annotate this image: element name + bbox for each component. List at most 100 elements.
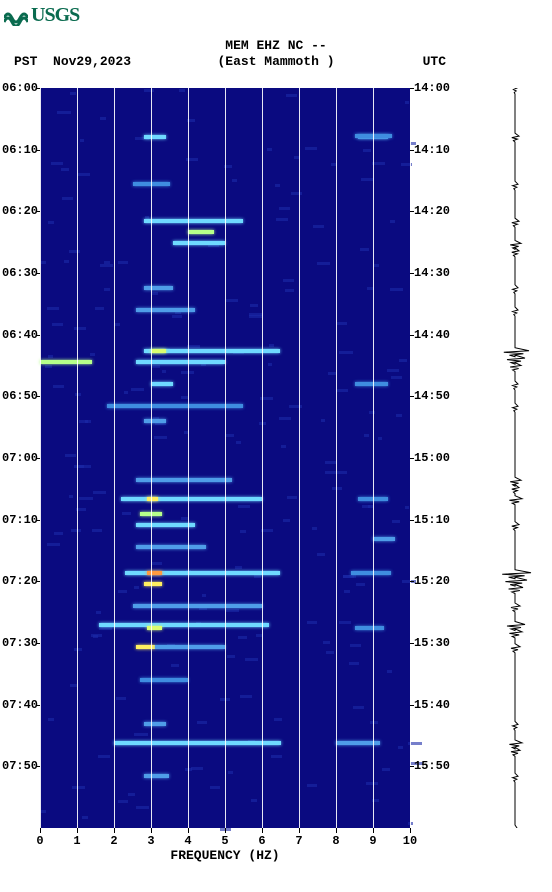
y-tick-left: 07:40 [2, 698, 38, 712]
y-tick-mark [410, 150, 414, 151]
wave-icon [4, 6, 28, 26]
noise-pixel [396, 414, 402, 417]
spectral-feature [351, 571, 392, 575]
noise-pixel [191, 767, 203, 770]
y-tick-right: 14:00 [414, 81, 450, 95]
noise-pixel [151, 562, 162, 565]
noise-pixel [116, 697, 126, 700]
y-tick-mark [410, 396, 414, 397]
noise-pixel [235, 566, 242, 569]
noise-pixel [390, 288, 403, 291]
noise-pixel [134, 733, 147, 736]
trace-path [502, 88, 531, 828]
spectrogram-plot [40, 88, 410, 828]
noise-pixel [286, 94, 298, 97]
noise-pixel [343, 575, 356, 578]
noise-pixel [356, 583, 364, 586]
noise-pixel [374, 264, 379, 267]
y-tick-left: 07:50 [2, 759, 38, 773]
noise-pixel [100, 117, 106, 120]
noise-pixel [53, 385, 65, 388]
y-tick-left: 07:00 [2, 451, 38, 465]
x-tick-label: 8 [332, 834, 339, 848]
y-tick-mark [410, 273, 414, 274]
spectral-feature [40, 360, 92, 364]
y-tick-mark [36, 458, 40, 459]
noise-pixel [387, 369, 399, 372]
y-tick-mark [36, 273, 40, 274]
noise-pixel [323, 641, 330, 644]
spectral-feature [144, 774, 170, 778]
noise-pixel [238, 636, 247, 639]
noise-pixel [128, 793, 135, 796]
noise-pixel [152, 365, 160, 368]
noise-pixel [269, 344, 274, 347]
y-tick-mark [36, 766, 40, 767]
noise-pixel [339, 351, 353, 354]
noise-pixel [349, 662, 360, 665]
y-tick-mark [36, 520, 40, 521]
y-tick-left: 06:40 [2, 328, 38, 342]
x-tick-mark [262, 828, 263, 833]
gridline-v [373, 88, 374, 828]
noise-pixel [390, 220, 395, 223]
noise-pixel [372, 162, 385, 165]
y-tick-right: 15:10 [414, 513, 450, 527]
noise-pixel [69, 250, 80, 253]
noise-pixel [392, 520, 400, 523]
y-tick-left: 06:10 [2, 143, 38, 157]
noise-pixel [240, 695, 251, 698]
noise-pixel [274, 718, 282, 721]
x-tick-label: 9 [369, 834, 376, 848]
noise-pixel [90, 353, 95, 356]
noise-pixel [283, 279, 294, 282]
x-tick-label: 4 [184, 834, 191, 848]
y-tick-right: 15:00 [414, 451, 450, 465]
y-tick-left: 06:20 [2, 204, 38, 218]
noise-pixel [364, 434, 369, 437]
x-tick-label: 7 [295, 834, 302, 848]
y-tick-right: 14:40 [414, 328, 450, 342]
noise-pixel [382, 768, 390, 771]
noise-pixel [152, 292, 158, 295]
noise-pixel [245, 658, 258, 661]
noise-pixel [307, 784, 316, 787]
x-tick-mark [225, 828, 226, 833]
y-tick-mark [36, 88, 40, 89]
noise-pixel [74, 648, 82, 651]
noise-pixel [285, 289, 293, 292]
noise-pixel [65, 454, 76, 457]
noise-pixel [95, 307, 104, 310]
gridline-v [225, 88, 226, 828]
noise-pixel [69, 495, 73, 498]
y-tick-left: 07:20 [2, 574, 38, 588]
noise-pixel [172, 315, 181, 318]
noise-pixel [317, 553, 325, 556]
noise-pixel [305, 147, 317, 150]
noise-pixel [61, 168, 68, 171]
noise-pixel [131, 388, 144, 391]
seismogram-trace [490, 88, 540, 828]
spectral-feature [151, 349, 166, 353]
spectral-feature [99, 623, 269, 627]
noise-pixel [115, 323, 120, 326]
y-tick-right: 14:20 [414, 204, 450, 218]
spectral-feature [144, 582, 163, 586]
spectral-feature [144, 286, 174, 290]
noise-pixel [202, 594, 207, 597]
noise-pixel [405, 506, 410, 509]
noise-pixel [122, 512, 131, 515]
noise-pixel [62, 197, 73, 200]
noise-pixel [104, 261, 111, 264]
gridline-v [262, 88, 263, 828]
noise-pixel [48, 221, 54, 224]
gridline-v [336, 88, 337, 828]
noise-pixel [48, 718, 55, 721]
noise-pixel [75, 393, 81, 396]
noise-pixel [118, 261, 128, 264]
y-tick-mark [410, 581, 414, 582]
noise-pixel [96, 611, 101, 614]
noise-pixel [197, 721, 207, 724]
y-tick-right: 14:30 [414, 266, 450, 280]
noise-pixel [378, 437, 382, 440]
